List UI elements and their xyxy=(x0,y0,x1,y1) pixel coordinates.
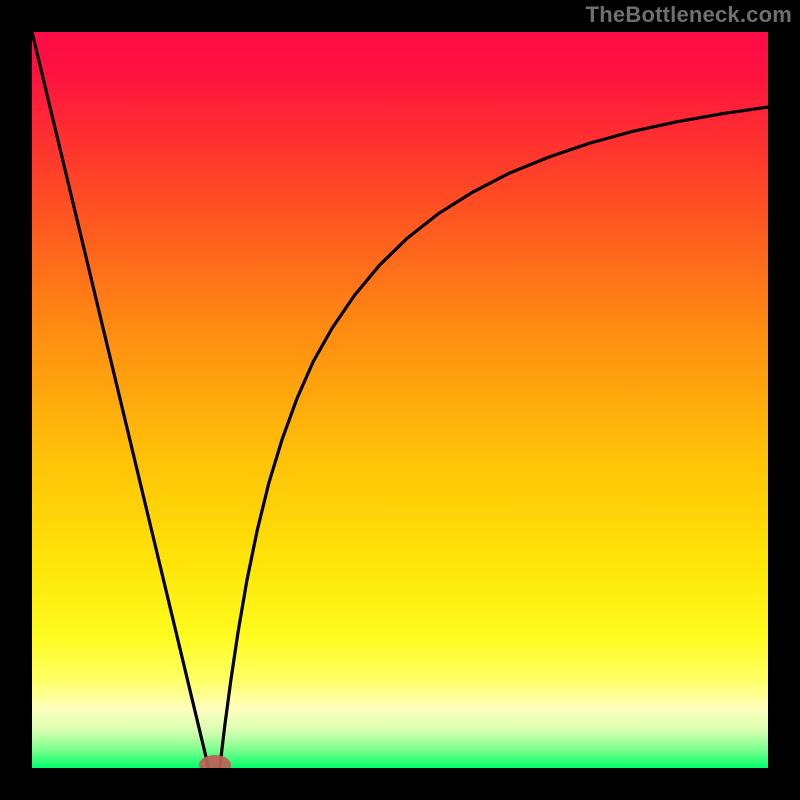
optimum-marker xyxy=(199,755,231,768)
chart-frame: TheBottleneck.com xyxy=(0,0,800,800)
attribution-text: TheBottleneck.com xyxy=(586,2,792,28)
plot-area xyxy=(32,32,768,768)
bottleneck-curve xyxy=(32,32,768,768)
